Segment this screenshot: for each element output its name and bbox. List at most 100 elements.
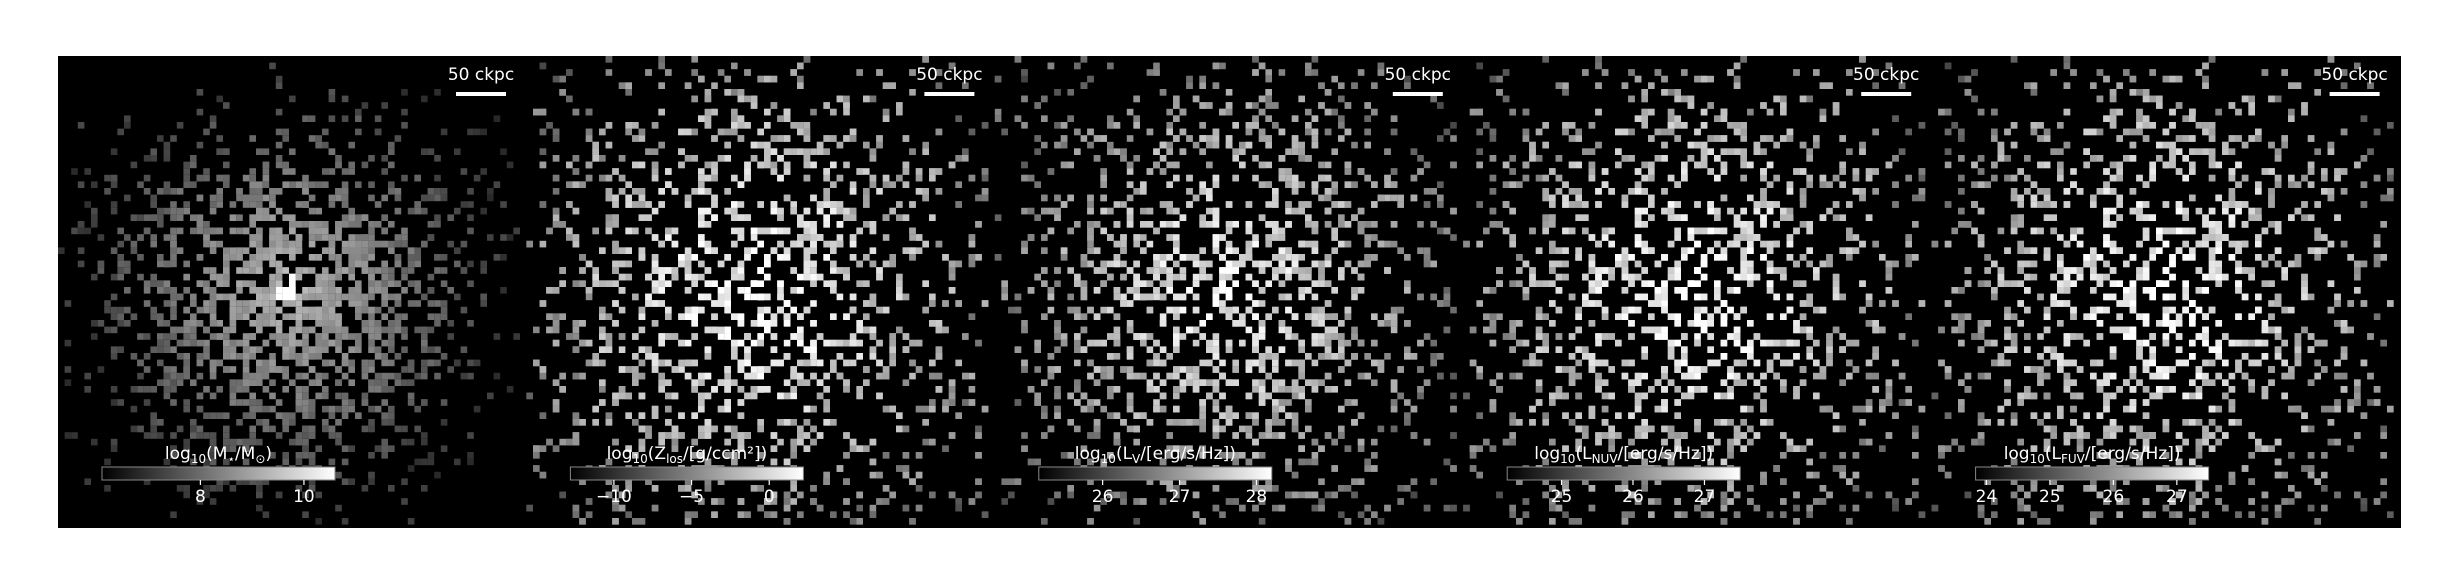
pixel: [289, 287, 296, 294]
pixel: [632, 293, 639, 301]
pixel-map: [994, 56, 1457, 525]
pixel: [1338, 135, 1345, 142]
pixel: [585, 161, 593, 169]
pixel: [737, 95, 745, 103]
pixel: [724, 188, 731, 195]
pixel: [157, 188, 164, 195]
pixel: [322, 280, 329, 287]
pixel: [691, 306, 698, 314]
pixel: [599, 359, 606, 367]
pixel: [790, 267, 797, 274]
pixel: [368, 194, 375, 202]
pixel: [559, 438, 566, 446]
pixel: [651, 254, 659, 261]
pixel: [256, 201, 263, 208]
pixel: [790, 201, 797, 208]
pixel: [315, 287, 322, 294]
pixel: [282, 419, 289, 426]
pixel: [91, 221, 98, 228]
pixel: [183, 372, 190, 380]
pixel: [823, 221, 830, 228]
pixel: [335, 300, 342, 307]
pixel: [368, 320, 375, 327]
pixel: [810, 148, 817, 155]
pixel: [275, 293, 283, 301]
pixel: [216, 95, 223, 103]
pixel: [902, 135, 910, 142]
pixel: [97, 320, 105, 327]
pixel: [262, 511, 270, 518]
pixel: [150, 432, 157, 439]
pixel: [724, 128, 731, 136]
pixel: [744, 214, 751, 221]
pixel: [645, 432, 652, 439]
pixel: [328, 254, 336, 261]
pixel: [84, 478, 91, 485]
colorbar-tick-label: −10: [596, 487, 632, 507]
pixel: [137, 214, 144, 221]
pixel: [665, 234, 672, 241]
pixel: [849, 240, 857, 248]
pixel: [711, 280, 718, 287]
pixel: [262, 300, 270, 307]
pixel: [315, 293, 322, 301]
pixel: [381, 102, 388, 109]
pixel: [473, 359, 481, 367]
pixel: [737, 445, 745, 452]
pixel: [289, 221, 296, 228]
pixel: [599, 128, 606, 136]
pixel: [302, 313, 309, 320]
pixel: [454, 293, 461, 301]
pixel: [176, 379, 184, 386]
pixel: [823, 254, 830, 261]
pixel: [625, 445, 632, 452]
pixel: [968, 234, 976, 241]
pixel: [183, 174, 190, 182]
pixel: [651, 148, 659, 155]
pixel: [454, 207, 461, 215]
pixel: [223, 148, 230, 155]
pixel: [421, 458, 428, 466]
pixel: [328, 194, 336, 202]
pixel: [289, 438, 296, 446]
pixel: [618, 306, 626, 314]
pixel: [275, 320, 283, 327]
pixel: [981, 188, 989, 195]
pixel: [249, 306, 256, 314]
pixel: [355, 181, 362, 188]
pixel: [830, 287, 837, 294]
pixel: [704, 353, 712, 360]
pixel: [876, 471, 883, 479]
pixel: [823, 174, 830, 182]
pixel: [183, 287, 190, 294]
pixel: [308, 452, 316, 459]
pixel: [757, 161, 764, 169]
pixel: [797, 491, 804, 499]
pixel: [315, 234, 322, 241]
pixel: [876, 359, 883, 367]
pixel: [190, 181, 197, 188]
pixel: [216, 412, 223, 419]
pixel: [684, 518, 692, 525]
pixel: [843, 452, 850, 459]
pixel: [539, 128, 547, 136]
pixel: [249, 300, 256, 307]
pixel: [830, 267, 837, 274]
pixel: [117, 313, 124, 320]
pixel: [651, 485, 659, 492]
pixel: [124, 306, 131, 314]
pixel: [618, 333, 626, 340]
pixel: [869, 471, 877, 479]
pixel: [942, 445, 949, 452]
pixel: [744, 95, 751, 103]
pixel: [896, 174, 903, 182]
pixel: [130, 240, 138, 248]
pixel: [308, 458, 316, 466]
pixel: [948, 161, 956, 169]
pixel: [1173, 273, 1180, 281]
pixel: [295, 300, 303, 307]
pixel: [783, 148, 791, 155]
pixel: [163, 320, 171, 327]
pixel: [328, 320, 336, 327]
